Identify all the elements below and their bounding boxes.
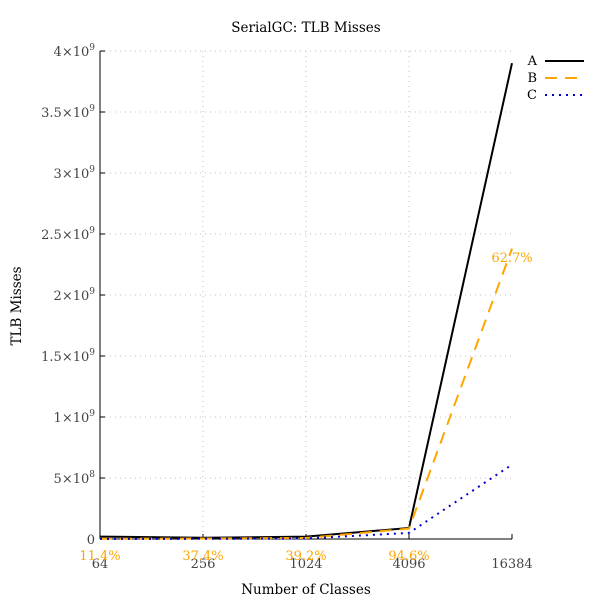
y-tick-label: 3×109 — [54, 165, 96, 182]
legend-label: A — [527, 54, 538, 69]
annotation-label: 39.2% — [285, 549, 326, 564]
axes: 05×1081×1091.5×1092×1092.5×1093×1093.5×1… — [41, 43, 533, 572]
y-tick-label: 3.5×109 — [41, 104, 95, 121]
y-tick-mantissa: 1.5×10 — [41, 350, 89, 365]
y-tick-mantissa: 4×10 — [54, 45, 90, 60]
grid — [100, 50, 512, 539]
x-tick-label: 16384 — [491, 557, 532, 572]
y-tick-exponent: 9 — [89, 43, 95, 53]
y-tick-exponent: 9 — [89, 287, 95, 297]
x-tick-label: 1024 — [289, 557, 322, 572]
y-tick-mantissa: 2×10 — [54, 289, 90, 304]
series-line-b — [99, 248, 513, 540]
x-tick-label: 4096 — [392, 557, 425, 572]
legend-label: C — [527, 88, 537, 103]
y-tick-exponent: 9 — [89, 104, 95, 114]
series-line-a — [99, 62, 513, 539]
y-tick-exponent: 8 — [89, 470, 95, 480]
series-line-c — [99, 463, 513, 540]
y-tick-mantissa: 3.5×10 — [41, 106, 89, 121]
x-tick-label: 64 — [92, 557, 109, 572]
y-tick-label: 4×109 — [54, 43, 96, 60]
annotation-label: 62.7% — [491, 251, 532, 266]
y-tick-mantissa: 5×10 — [54, 472, 90, 487]
chart-title: SerialGC: TLB Misses — [231, 20, 380, 36]
annotation-label: 37.4% — [182, 549, 223, 564]
y-tick-exponent: 9 — [89, 165, 95, 175]
annotation-label: 94.6% — [388, 549, 429, 564]
legend: ABC — [527, 54, 584, 103]
y-tick-mantissa: 1×10 — [54, 411, 90, 426]
y-tick-exponent: 9 — [89, 348, 95, 358]
y-tick-mantissa: 2.5×10 — [41, 228, 89, 243]
x-axis-label: Number of Classes — [241, 582, 371, 598]
y-tick-label: 1×109 — [54, 409, 96, 426]
series-lines — [99, 62, 513, 540]
y-tick-label: 5×108 — [54, 470, 96, 487]
y-axis-label: TLB Misses — [9, 266, 25, 345]
y-tick-label: 0 — [87, 533, 95, 548]
y-tick-exponent: 9 — [89, 226, 95, 236]
y-tick-label: 2.5×109 — [41, 226, 95, 243]
y-tick-mantissa: 0 — [87, 533, 95, 548]
y-tick-label: 1.5×109 — [41, 348, 95, 365]
legend-label: B — [527, 71, 537, 86]
y-tick-mantissa: 3×10 — [54, 167, 90, 182]
annotation-label: 11.4% — [79, 549, 120, 564]
y-tick-label: 2×109 — [54, 287, 96, 304]
y-tick-exponent: 9 — [89, 409, 95, 419]
annotations: 11.4% 37.4% 39.2% 94.6% 62.7% — [79, 251, 532, 564]
x-tick-label: 256 — [191, 557, 216, 572]
